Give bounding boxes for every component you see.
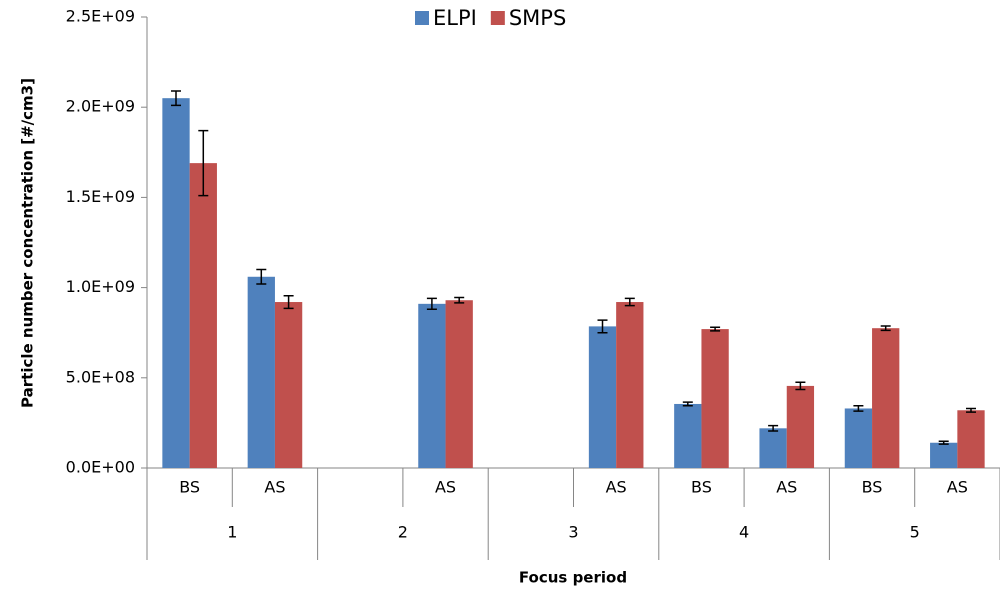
bar xyxy=(189,163,217,468)
error-bar xyxy=(454,296,465,304)
group-label: 3 xyxy=(568,523,578,542)
bar xyxy=(274,302,303,468)
y-axis-title: Particle number concentration [#/cm3] xyxy=(19,78,37,408)
x-tick-label: AS xyxy=(606,478,627,497)
legend-label: ELPI xyxy=(433,6,477,30)
x-tick-label: BS xyxy=(179,478,200,497)
x-tick-label: AS xyxy=(776,478,797,497)
bar xyxy=(674,403,702,468)
error-bar xyxy=(795,381,806,391)
bar xyxy=(445,300,473,468)
y-tick-label: 2.5E+09 xyxy=(66,7,135,26)
bar xyxy=(872,328,900,468)
y-tick-label: 5.0E+08 xyxy=(66,367,135,386)
bar xyxy=(786,385,815,468)
error-bar xyxy=(768,424,779,432)
legend-label: SMPS xyxy=(509,6,566,30)
x-tick-label: AS xyxy=(947,478,968,497)
bar xyxy=(247,276,275,468)
bar xyxy=(701,329,729,468)
x-tick-label: AS xyxy=(435,478,456,497)
bar xyxy=(616,302,644,468)
group-label: 1 xyxy=(227,523,237,542)
bar xyxy=(418,303,446,468)
error-bar xyxy=(880,325,891,332)
group-label: 5 xyxy=(910,523,920,542)
y-tick-label: 2.0E+09 xyxy=(66,97,135,116)
error-bar xyxy=(853,405,864,412)
bar xyxy=(759,428,787,468)
legend-swatch xyxy=(415,11,429,25)
bar xyxy=(844,408,873,468)
error-bar xyxy=(283,294,294,310)
x-tick-label: BS xyxy=(691,478,712,497)
bar xyxy=(957,410,985,468)
bar xyxy=(930,442,958,468)
group-label: 4 xyxy=(739,523,749,542)
y-tick-label: 0.0E+00 xyxy=(66,458,135,477)
x-tick-label: BS xyxy=(862,478,883,497)
error-bar xyxy=(426,297,437,310)
error-bar xyxy=(256,268,267,285)
legend-swatch xyxy=(490,11,505,25)
x-axis-title: Focus period xyxy=(519,569,627,587)
error-bar xyxy=(710,326,721,332)
bar xyxy=(162,98,190,469)
error-bar xyxy=(682,401,693,407)
error-bar xyxy=(624,297,635,307)
error-bar xyxy=(965,407,976,413)
y-tick-label: 1.0E+09 xyxy=(66,277,135,296)
bar xyxy=(588,326,617,468)
error-bar xyxy=(597,319,608,334)
error-bar xyxy=(198,129,209,197)
x-tick-label: AS xyxy=(264,478,285,497)
error-bar xyxy=(938,440,949,445)
group-label: 2 xyxy=(398,523,408,542)
error-bar xyxy=(171,90,182,107)
y-tick-label: 1.5E+09 xyxy=(66,187,135,206)
